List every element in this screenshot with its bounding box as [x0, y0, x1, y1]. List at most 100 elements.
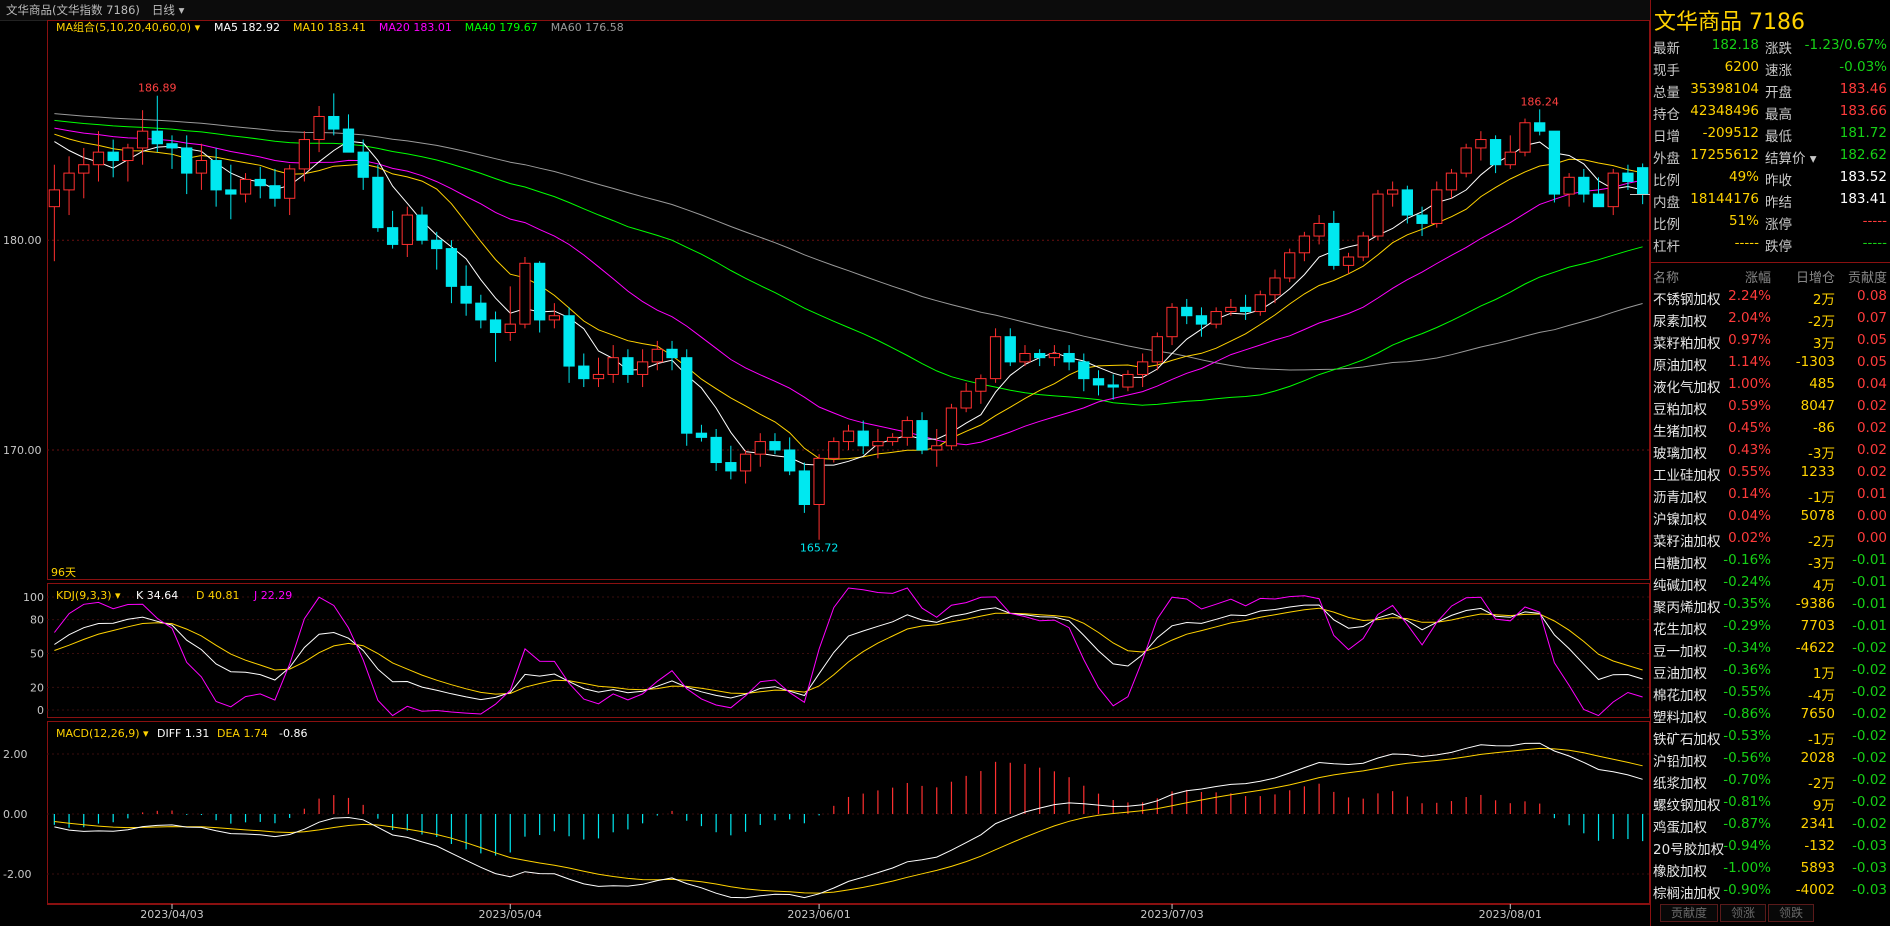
quote-row: 杠杆 ----- 跌停 ----- — [1651, 232, 1890, 255]
list-item[interactable]: 沥青加权 0.14% -1万 0.01 — [1651, 483, 1890, 506]
item-oi: -4万 — [1808, 688, 1835, 704]
header-change[interactable]: 涨幅 — [1744, 271, 1771, 286]
list-item[interactable]: 豆油加权 -0.36% 1万 -0.02 — [1651, 659, 1890, 682]
instrument-title[interactable]: 文华商品(文华指数 7186) — [6, 3, 140, 17]
candle-up — [945, 407, 958, 447]
ma40-line — [54, 119, 1643, 406]
candle-up — [1563, 176, 1575, 195]
kline-chart[interactable]: 180.00 170.00 186.89 186.24 165.72 96天 MA组合(5,… — [0, 0, 1650, 926]
item-name: 纸浆加权 — [1653, 776, 1707, 792]
candle-down — [1622, 172, 1634, 182]
list-item[interactable]: 棕榈油加权 -0.90% -4002 -0.03 — [1651, 879, 1890, 902]
tab-contribution[interactable]: 贡献度 — [1660, 904, 1719, 922]
x-tick-label: 2023/04/03 — [140, 908, 203, 921]
candle-down — [1592, 193, 1605, 208]
bottom-tabs: 贡献度 领涨 领跌 — [1660, 904, 1816, 922]
header-oi[interactable]: 日增仓 — [1795, 271, 1835, 286]
item-contribution: 0.05 — [1856, 332, 1887, 348]
candle-down — [1401, 189, 1413, 216]
quote-label: 涨停 — [1765, 217, 1792, 233]
list-item[interactable]: 原油加权 1.14% -1303 0.05 — [1651, 351, 1890, 374]
list-item[interactable]: 橡胶加权 -1.00% 5893 -0.03 — [1651, 857, 1890, 880]
item-oi: 1233 — [1800, 464, 1835, 480]
item-oi: -132 — [1804, 838, 1835, 854]
candle-up — [828, 441, 840, 459]
list-item[interactable]: 纸浆加权 -0.70% -2万 -0.02 — [1651, 769, 1890, 792]
list-item[interactable]: 纯碱加权 -0.24% 4万 -0.01 — [1651, 571, 1890, 594]
list-item[interactable]: 沪镍加权 0.04% 5078 0.00 — [1651, 505, 1890, 528]
header-contribution[interactable]: 贡献度 — [1847, 271, 1887, 286]
list-item[interactable]: 塑料加权 -0.86% 7650 -0.02 — [1651, 703, 1890, 726]
list-item[interactable]: 不锈钢加权 2.24% 2万 0.08 — [1651, 285, 1890, 308]
list-item[interactable]: 螺纹钢加权 -0.81% 9万 -0.02 — [1651, 791, 1890, 814]
tab-leading-up[interactable]: 领涨 — [1720, 904, 1767, 922]
tab-leading-down[interactable]: 领跌 — [1768, 904, 1815, 922]
candle-down — [1004, 336, 1016, 363]
macd-diff-line — [54, 742, 1643, 899]
item-change: -0.56% — [1723, 750, 1771, 766]
ma-group-label: MA组合(5,10,20,40,60,0) ▾ — [56, 20, 201, 34]
item-change: 2.04% — [1728, 310, 1771, 326]
item-oi: 2万 — [1812, 292, 1835, 308]
candle-down — [681, 357, 693, 434]
days-label: 96天 — [51, 566, 76, 579]
list-item[interactable]: 尿素加权 2.04% -2万 0.07 — [1651, 307, 1890, 330]
list-item[interactable]: 工业硅加权 0.55% 1233 0.02 — [1651, 461, 1890, 484]
item-oi: -3万 — [1808, 446, 1835, 462]
candle-down — [181, 147, 193, 174]
candle-up — [1313, 222, 1325, 237]
item-change: 0.04% — [1728, 508, 1771, 524]
item-oi: -4002 — [1795, 882, 1835, 898]
panel-frame — [47, 721, 1650, 904]
item-change: 1.00% — [1728, 376, 1771, 392]
quote-value: -1.23/0.67% — [1804, 37, 1887, 53]
item-contribution: -0.02 — [1852, 728, 1887, 744]
list-item[interactable]: 沪铅加权 -0.56% 2028 -0.02 — [1651, 747, 1890, 770]
panel-frame — [47, 583, 1650, 718]
candle-up — [592, 373, 605, 380]
item-oi: -1303 — [1795, 354, 1835, 370]
item-name: 豆一加权 — [1653, 644, 1707, 660]
header-name[interactable]: 名称 — [1653, 271, 1680, 286]
quote-label: 总量 — [1653, 85, 1680, 101]
list-item[interactable]: 花生加权 -0.29% 7703 -0.01 — [1651, 615, 1890, 638]
list-item[interactable]: 菜籽粕加权 0.97% 3万 0.05 — [1651, 329, 1890, 352]
list-item[interactable]: 玻璃加权 0.43% -3万 0.02 — [1651, 439, 1890, 462]
candle-up — [504, 323, 516, 334]
candle-down — [445, 248, 458, 287]
list-item[interactable]: 菜籽油加权 0.02% -2万 0.00 — [1651, 527, 1890, 550]
item-name: 沪铅加权 — [1653, 754, 1707, 770]
quote-label: 最低 — [1765, 129, 1792, 145]
quote-label: 持仓 — [1653, 107, 1680, 123]
candle-down — [1489, 139, 1502, 166]
candle-down — [695, 432, 708, 438]
list-item[interactable]: 聚丙烯加权 -0.35% -9386 -0.01 — [1651, 593, 1890, 616]
list-item[interactable]: 液化气加权 1.00% 485 0.04 — [1651, 373, 1890, 396]
ma10-line — [54, 133, 1643, 460]
candle-up — [842, 430, 855, 443]
list-item[interactable]: 鸡蛋加权 -0.87% 2341 -0.02 — [1651, 813, 1890, 836]
list-item[interactable]: 20号胶加权 -0.94% -132 -0.03 — [1651, 835, 1890, 858]
ma-value-label: MA40 179.67 — [465, 21, 538, 34]
list-item[interactable]: 豆粕加权 0.59% 8047 0.02 — [1651, 395, 1890, 418]
candle-down — [342, 128, 355, 153]
quote-label: 结算价 ▾ — [1765, 151, 1817, 167]
quote-row: 外盘 17255612 结算价 ▾ 182.62 — [1651, 144, 1890, 167]
candle-down — [725, 462, 737, 472]
item-name: 液化气加权 — [1653, 380, 1721, 396]
item-change: 2.24% — [1728, 288, 1771, 304]
list-item[interactable]: 铁矿石加权 -0.53% -1万 -0.02 — [1651, 725, 1890, 748]
quote-row: 持仓 42348496 最高 183.66 — [1651, 100, 1890, 123]
candle-down — [534, 262, 546, 321]
item-change: -0.70% — [1723, 772, 1771, 788]
list-item[interactable]: 棉花加权 -0.55% -4万 -0.02 — [1651, 681, 1890, 704]
list-item[interactable]: 白糖加权 -0.16% -3万 -0.01 — [1651, 549, 1890, 572]
item-name: 原油加权 — [1653, 358, 1707, 374]
list-item[interactable]: 生猪加权 0.45% -86 0.02 — [1651, 417, 1890, 440]
quote-value: 183.66 — [1839, 103, 1887, 119]
y-tick-label: 80 — [30, 614, 44, 627]
period-selector[interactable]: 日线 ▾ — [151, 3, 185, 17]
quote-value: 49% — [1728, 169, 1759, 185]
list-item[interactable]: 豆一加权 -0.34% -4622 -0.02 — [1651, 637, 1890, 660]
item-oi: -1万 — [1808, 732, 1835, 748]
